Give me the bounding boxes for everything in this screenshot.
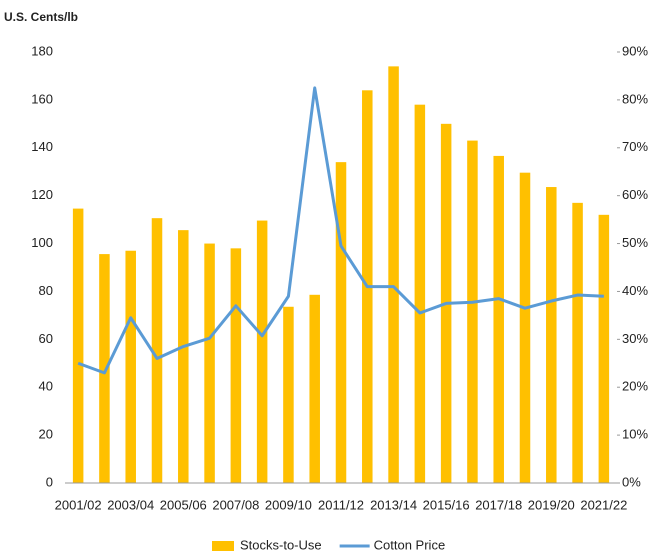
y-tick-label: 20 [39, 427, 53, 442]
y-tick-label: 0 [46, 474, 53, 489]
y-tick-label: 160 [31, 91, 53, 106]
bar [598, 214, 610, 484]
bar [519, 172, 531, 483]
y2-tick-label: 60% [622, 187, 648, 202]
bar [72, 208, 84, 483]
bar [283, 306, 294, 483]
y2-tick-label: 80% [622, 91, 648, 106]
y2-tick-label: 10% [622, 427, 648, 442]
bar [572, 202, 583, 483]
y2-tick-label: 90% [622, 43, 648, 58]
x-tick-label: 2013/14 [370, 497, 417, 512]
bar [546, 187, 557, 483]
y2-tick-label: 70% [622, 139, 648, 154]
bar [256, 220, 268, 483]
x-tick-label: 2003/04 [107, 497, 154, 512]
y2-tick-label: 50% [622, 235, 648, 250]
bar [151, 218, 163, 483]
bar [493, 155, 504, 483]
bar [178, 230, 189, 483]
legend-label: Stocks-to-Use [240, 537, 322, 552]
y-axis-title: U.S. Cents/lb [4, 10, 78, 24]
x-tick-label: 2019/20 [528, 497, 575, 512]
y-tick-label: 100 [31, 235, 53, 250]
x-tick-label: 2015/16 [423, 497, 470, 512]
x-tick-label: 2001/02 [55, 497, 102, 512]
x-tick-label: 2021/22 [580, 497, 627, 512]
x-tick-label: 2005/06 [160, 497, 207, 512]
legend-swatch [212, 541, 234, 551]
y2-tick-label: 0% [622, 474, 641, 489]
bar [309, 294, 320, 483]
bar [414, 104, 426, 483]
line [77, 86, 604, 375]
y-tick-label: 40 [39, 379, 53, 394]
bar [204, 243, 215, 483]
x-tick-label: 2007/08 [212, 497, 259, 512]
bar [99, 254, 110, 483]
bar [125, 250, 136, 483]
bar [230, 248, 242, 483]
y2-tick-label: 40% [622, 283, 648, 298]
x-tick-label: 2009/10 [265, 497, 312, 512]
x-tick-label: 2017/18 [475, 497, 522, 512]
y-tick-label: 80 [39, 283, 53, 298]
y-tick-label: 180 [31, 43, 53, 58]
bar [335, 162, 347, 483]
y-tick-label: 120 [31, 187, 53, 202]
y-tick-label: 140 [31, 139, 53, 154]
legend-label: Cotton Price [374, 537, 446, 552]
x-tick-label: 2011/12 [318, 497, 364, 512]
y-tick-label: 60 [39, 331, 53, 346]
y2-tick-label: 30% [622, 331, 648, 346]
bar [388, 66, 399, 483]
y2-tick-label: 20% [622, 379, 648, 394]
bar [467, 140, 478, 483]
